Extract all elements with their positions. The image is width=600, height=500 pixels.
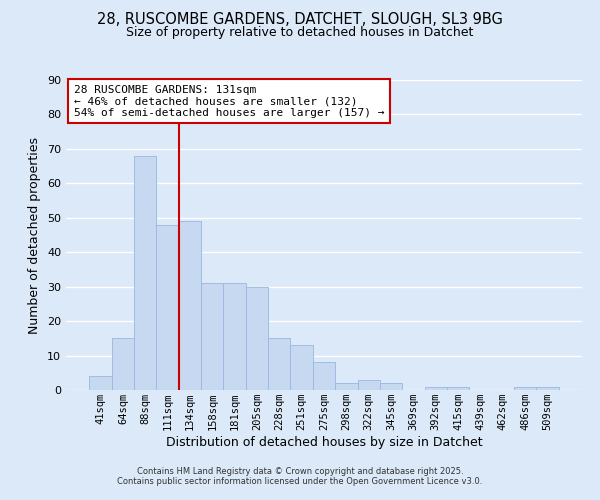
Bar: [514, 386, 536, 390]
Text: Contains public sector information licensed under the Open Government Licence v3: Contains public sector information licen…: [118, 477, 482, 486]
Bar: [223, 283, 246, 390]
Text: 28, RUSCOMBE GARDENS, DATCHET, SLOUGH, SL3 9BG: 28, RUSCOMBE GARDENS, DATCHET, SLOUGH, S…: [97, 12, 503, 28]
Bar: [358, 380, 380, 390]
Text: 28 RUSCOMBE GARDENS: 131sqm
← 46% of detached houses are smaller (132)
54% of se: 28 RUSCOMBE GARDENS: 131sqm ← 46% of det…: [74, 84, 384, 118]
Bar: [380, 383, 402, 390]
Text: Size of property relative to detached houses in Datchet: Size of property relative to detached ho…: [127, 26, 473, 39]
Bar: [246, 286, 268, 390]
Bar: [335, 383, 358, 390]
Bar: [89, 376, 112, 390]
Bar: [290, 345, 313, 390]
Text: Contains HM Land Registry data © Crown copyright and database right 2025.: Contains HM Land Registry data © Crown c…: [137, 467, 463, 476]
Bar: [201, 283, 223, 390]
Bar: [179, 221, 201, 390]
X-axis label: Distribution of detached houses by size in Datchet: Distribution of detached houses by size …: [166, 436, 482, 449]
Bar: [134, 156, 157, 390]
Bar: [447, 386, 469, 390]
Bar: [536, 386, 559, 390]
Bar: [268, 338, 290, 390]
Bar: [157, 224, 179, 390]
Bar: [112, 338, 134, 390]
Y-axis label: Number of detached properties: Number of detached properties: [28, 136, 41, 334]
Bar: [425, 386, 447, 390]
Bar: [313, 362, 335, 390]
